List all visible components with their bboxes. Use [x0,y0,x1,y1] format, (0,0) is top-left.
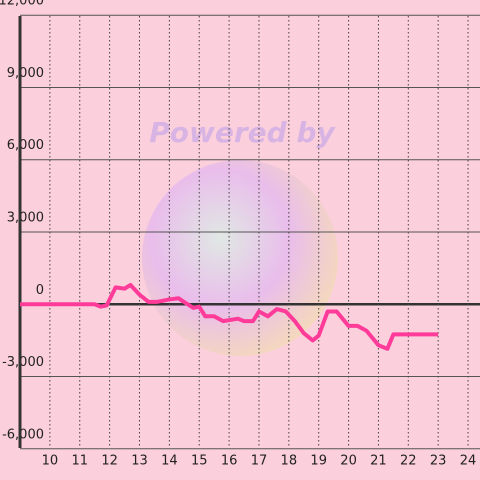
watermark-logo [142,160,338,356]
x-tick-label: 20 [340,454,357,469]
x-tick-label: 19 [310,454,327,469]
x-tick-label: 15 [191,454,208,469]
y-tick-label: -3,000 [2,355,44,370]
x-tick-label: 24 [460,454,477,469]
x-tick-label: 18 [281,454,298,469]
y-tick-label: 3,000 [7,211,44,226]
x-tick-label: 12 [101,454,118,469]
x-tick-label: 21 [370,454,387,469]
x-tick-label: 11 [71,454,88,469]
x-tick-label: 16 [221,454,238,469]
x-tick-label: 10 [42,454,59,469]
y-tick-label: -6,000 [2,427,44,442]
y-tick-label: 9,000 [7,66,44,81]
watermark: Powered by [149,116,336,149]
x-tick-label: 22 [400,454,417,469]
line [20,282,439,351]
y-tick-label: 0 [36,283,44,298]
y-tick-label: 12,000 [0,0,44,9]
y-tick-label: 6,000 [7,138,44,153]
x-tick-label: 13 [131,454,148,469]
x-tick-label: 17 [251,454,268,469]
x-tick-label: 14 [161,454,178,469]
x-tick-label: 23 [430,454,447,469]
